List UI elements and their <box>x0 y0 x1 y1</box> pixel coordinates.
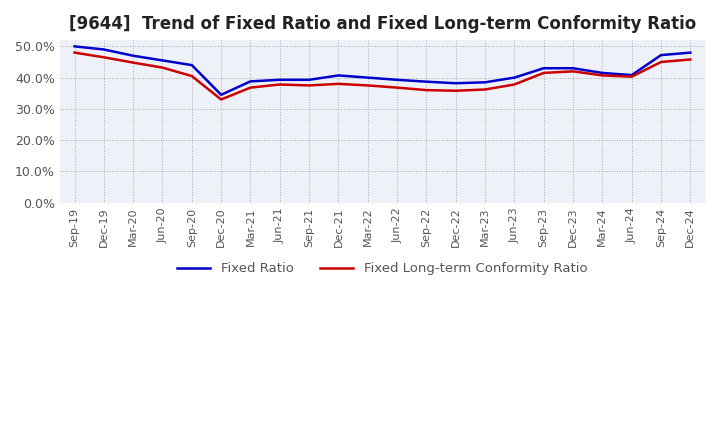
Fixed Long-term Conformity Ratio <box>539 70 548 76</box>
Fixed Ratio <box>158 58 167 63</box>
Fixed Ratio <box>657 52 665 58</box>
Fixed Ratio <box>217 92 225 97</box>
Legend: Fixed Ratio, Fixed Long-term Conformity Ratio: Fixed Ratio, Fixed Long-term Conformity … <box>172 257 593 281</box>
Fixed Ratio <box>539 66 548 71</box>
Fixed Long-term Conformity Ratio <box>276 82 284 87</box>
Fixed Long-term Conformity Ratio <box>627 74 636 79</box>
Fixed Long-term Conformity Ratio <box>246 85 255 90</box>
Fixed Ratio <box>393 77 402 82</box>
Fixed Long-term Conformity Ratio <box>686 57 695 62</box>
Fixed Ratio <box>364 75 372 80</box>
Fixed Ratio <box>99 47 108 52</box>
Fixed Ratio <box>569 66 577 71</box>
Fixed Ratio <box>246 79 255 84</box>
Fixed Long-term Conformity Ratio <box>481 87 490 92</box>
Fixed Long-term Conformity Ratio <box>569 69 577 74</box>
Title: [9644]  Trend of Fixed Ratio and Fixed Long-term Conformity Ratio: [9644] Trend of Fixed Ratio and Fixed Lo… <box>69 15 696 33</box>
Fixed Long-term Conformity Ratio <box>187 73 196 79</box>
Fixed Long-term Conformity Ratio <box>422 88 431 93</box>
Fixed Long-term Conformity Ratio <box>158 65 167 70</box>
Fixed Long-term Conformity Ratio <box>598 73 607 78</box>
Fixed Ratio <box>129 53 138 59</box>
Fixed Ratio <box>598 70 607 76</box>
Fixed Long-term Conformity Ratio <box>71 50 79 55</box>
Fixed Ratio <box>334 73 343 78</box>
Fixed Ratio <box>686 50 695 55</box>
Fixed Ratio <box>627 73 636 78</box>
Fixed Long-term Conformity Ratio <box>99 55 108 60</box>
Fixed Long-term Conformity Ratio <box>305 83 313 88</box>
Fixed Ratio <box>422 79 431 84</box>
Fixed Ratio <box>481 80 490 85</box>
Fixed Ratio <box>510 75 518 80</box>
Line: Fixed Ratio: Fixed Ratio <box>75 46 690 95</box>
Fixed Ratio <box>71 44 79 49</box>
Fixed Long-term Conformity Ratio <box>217 97 225 102</box>
Line: Fixed Long-term Conformity Ratio: Fixed Long-term Conformity Ratio <box>75 53 690 99</box>
Fixed Long-term Conformity Ratio <box>510 82 518 87</box>
Fixed Ratio <box>451 81 460 86</box>
Fixed Ratio <box>305 77 313 82</box>
Fixed Ratio <box>187 62 196 68</box>
Fixed Long-term Conformity Ratio <box>129 60 138 65</box>
Fixed Long-term Conformity Ratio <box>393 85 402 90</box>
Fixed Ratio <box>276 77 284 82</box>
Fixed Long-term Conformity Ratio <box>364 83 372 88</box>
Fixed Long-term Conformity Ratio <box>334 81 343 87</box>
Fixed Long-term Conformity Ratio <box>451 88 460 93</box>
Fixed Long-term Conformity Ratio <box>657 59 665 65</box>
